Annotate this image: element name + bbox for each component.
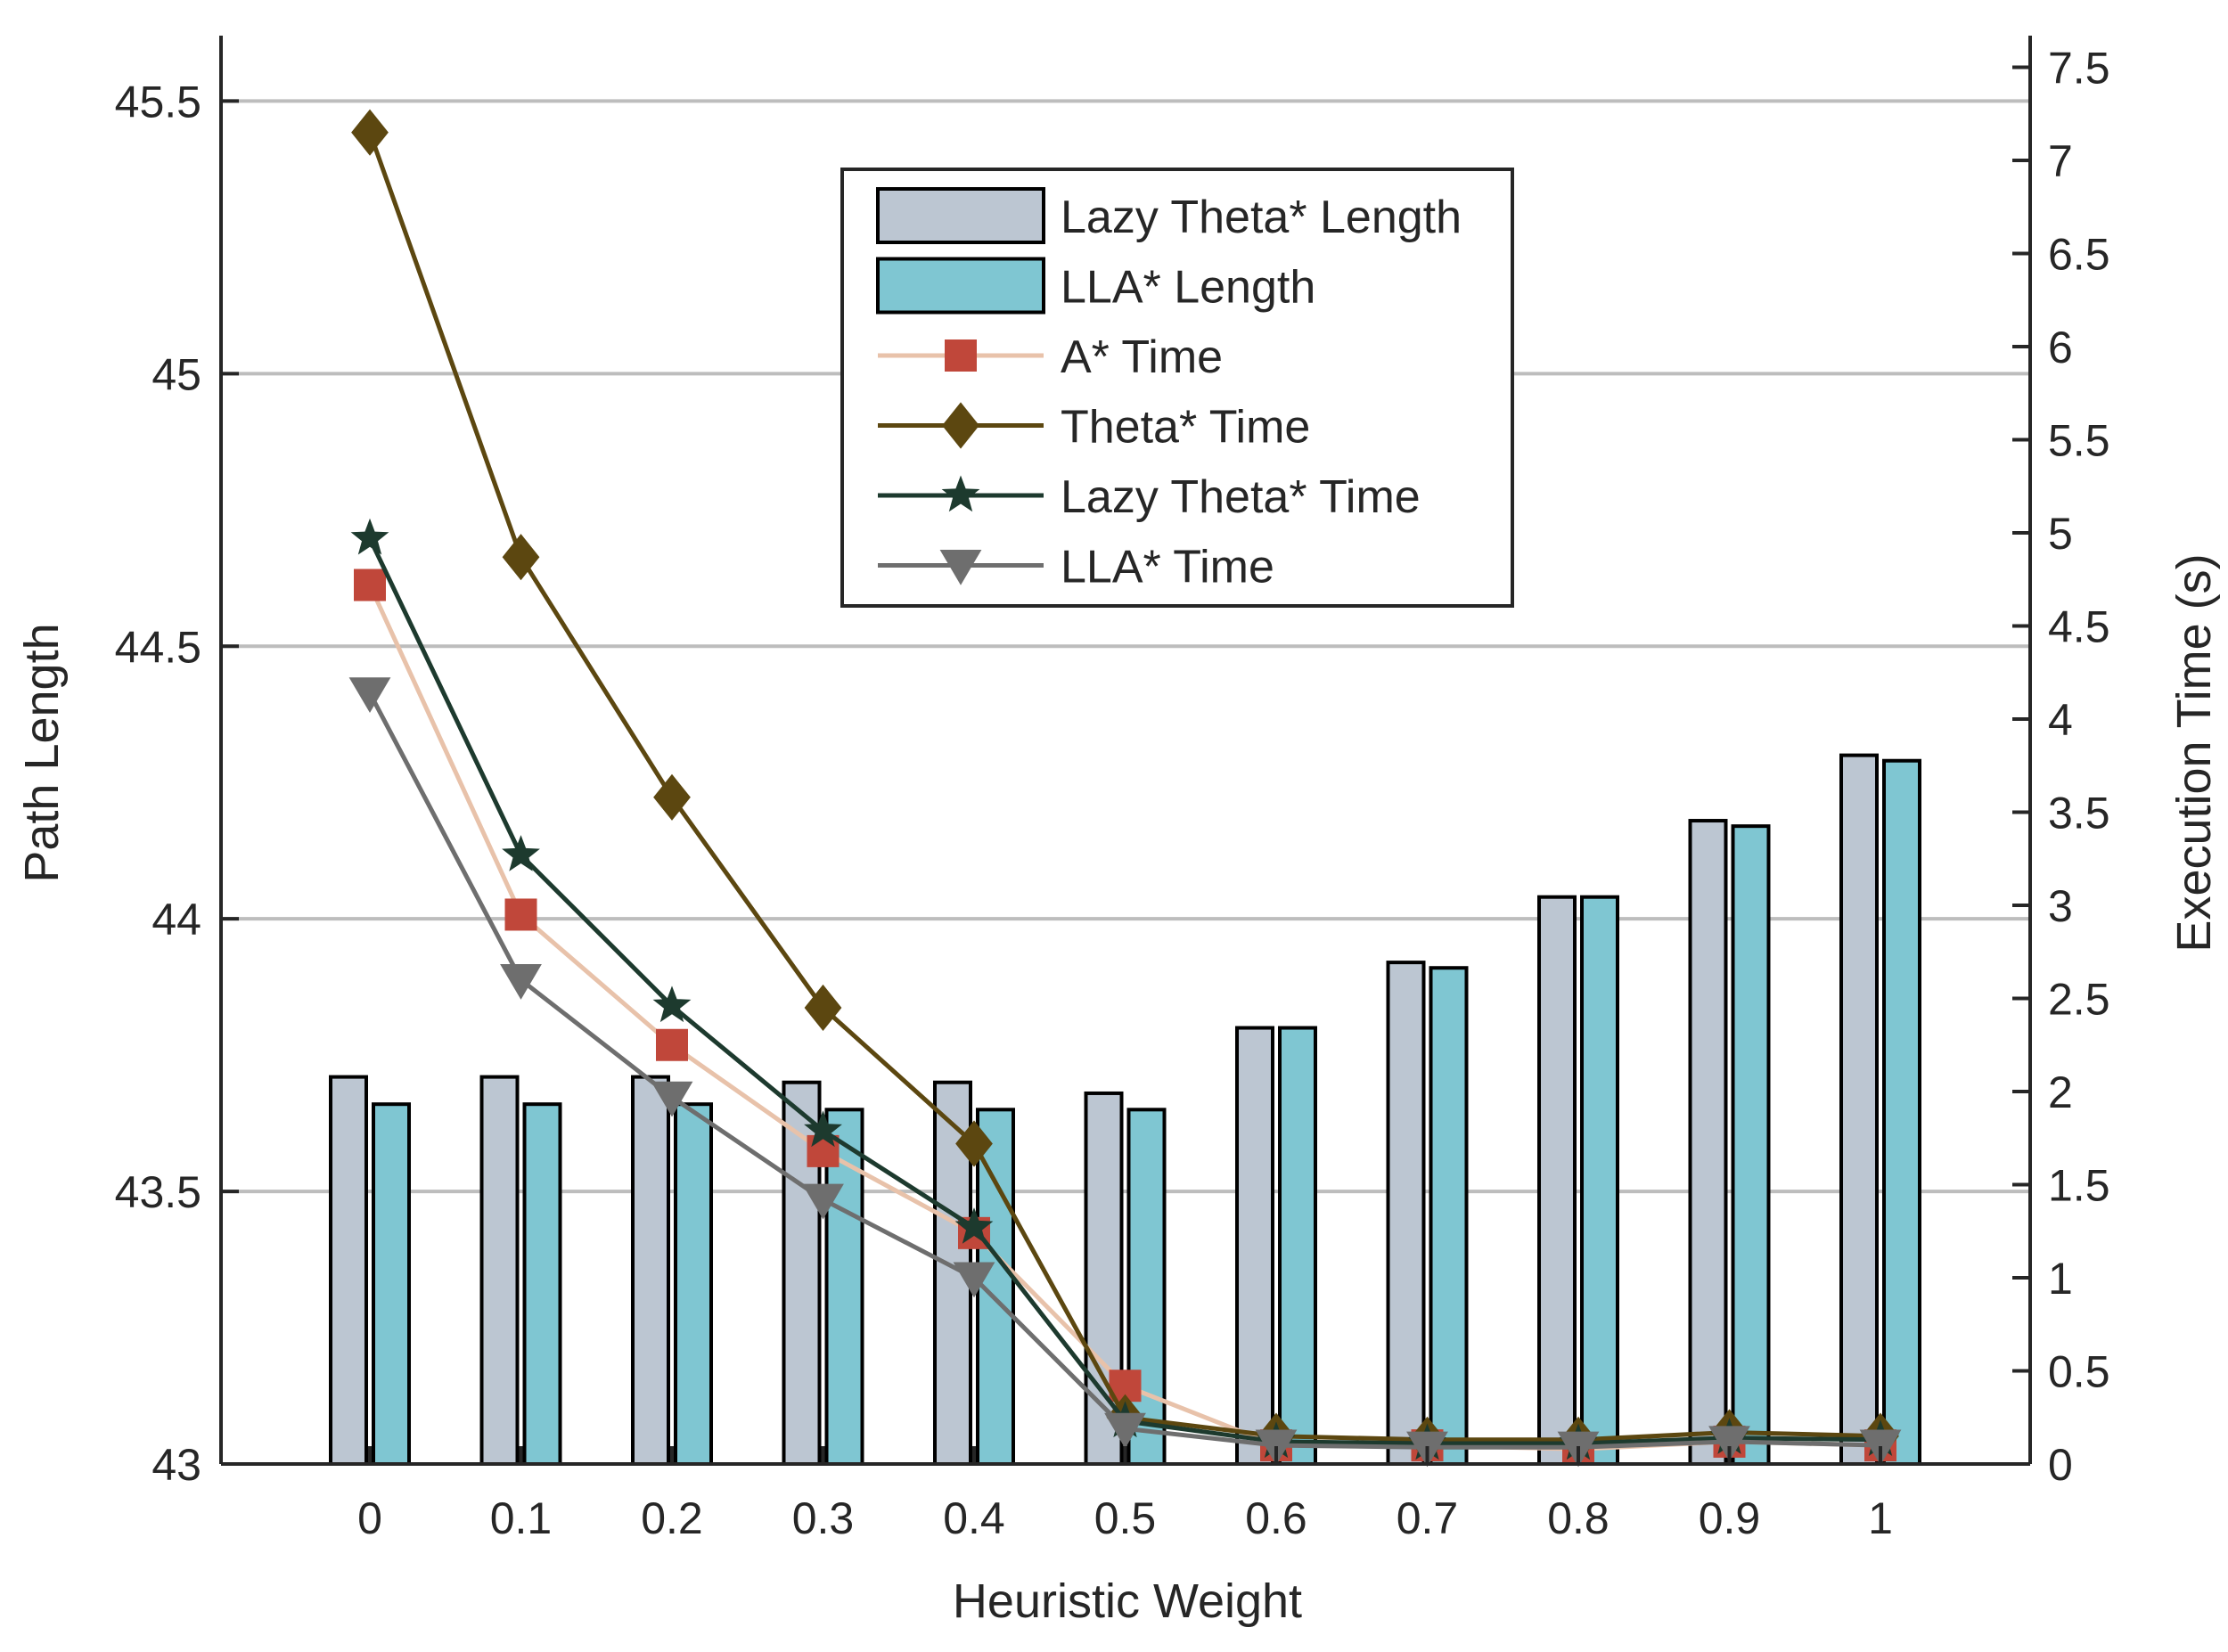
marker-lla-star-time [953, 1262, 995, 1298]
x-tick-label: 0.5 [1094, 1493, 1157, 1543]
x-tick-label: 0.4 [943, 1493, 1005, 1543]
y-tick-label-left: 43.5 [115, 1167, 201, 1217]
legend: Lazy Theta* Length LLA* Length A* Time Thet… [840, 168, 1514, 608]
legend-label: Lazy Theta* Length [1061, 192, 1462, 243]
marker-theta-star-time [804, 984, 842, 1032]
y-axis-label-left: Path Length [15, 623, 69, 882]
y-tick-label-right: 1.5 [2048, 1161, 2110, 1211]
y-tick-label-right: 4 [2048, 695, 2073, 745]
bar-lazy-theta-length [1537, 895, 1577, 1466]
bar-lla-length [522, 1102, 562, 1466]
series-lines [348, 109, 1902, 1468]
marker-theta-star-time [955, 1120, 993, 1167]
bar-lla-length [674, 1102, 713, 1466]
y-tick-label-right: 2 [2048, 1067, 2073, 1117]
legend-swatch-lazy-theta-length [876, 187, 1045, 244]
bar-lla-length [1278, 1026, 1317, 1466]
bar-lla-length [1580, 895, 1619, 1466]
marker-lazy-theta-star-time [350, 518, 389, 555]
marker-a-star-time [807, 1134, 840, 1167]
legend-label: A* Time [1061, 331, 1223, 383]
bar-lla-length [824, 1108, 864, 1467]
y-tick-label-right: 6 [2048, 323, 2073, 372]
bar-lla-length [1731, 824, 1771, 1466]
marker-lazy-theta-star-time [954, 1207, 994, 1244]
x-tick-label: 1 [1868, 1493, 1893, 1543]
x-tick-label: 0.2 [641, 1493, 703, 1543]
legend-marker-a-star-time [945, 339, 977, 372]
y-tick-label-left: 44 [152, 895, 201, 945]
x-tick-label: 0.7 [1397, 1493, 1459, 1543]
y-tick-label-right: 3.5 [2048, 789, 2110, 838]
bar-lazy-theta-length [1235, 1026, 1274, 1466]
x-tick-label: 0.3 [792, 1493, 855, 1543]
legend-swatch-lla-length [876, 257, 1045, 315]
x-tick-label: 0.1 [490, 1493, 553, 1543]
bar-lla-length [1882, 758, 1921, 1466]
y-tick-label-right: 7 [2048, 136, 2073, 186]
axes: 4343.54444.54545.500.511.522.533.544.555… [115, 36, 2110, 1543]
legend-label: Theta* Time [1061, 402, 1310, 454]
marker-a-star-time [504, 898, 537, 931]
y-tick-label-right: 2.5 [2048, 975, 2110, 1025]
marker-lla-star-time [651, 1081, 693, 1117]
bar-lazy-theta-length [1688, 819, 1728, 1466]
bar-lla-length [1126, 1108, 1167, 1467]
marker-lla-star-time [348, 677, 391, 713]
marker-a-star-time [354, 568, 386, 601]
y-tick-label-right: 5.5 [2048, 416, 2110, 466]
y-tick-label-left: 44.5 [115, 622, 201, 672]
bar-lazy-theta-length [1386, 961, 1426, 1466]
marker-lla-star-time [802, 1183, 844, 1220]
y-tick-label-right: 5 [2048, 509, 2073, 559]
legend-marker-lla-star-time [939, 549, 982, 585]
legend-marker-theta-star-time [942, 402, 979, 449]
marker-theta-star-time [653, 773, 691, 821]
legend-label: Lazy Theta* Time [1061, 471, 1421, 523]
x-tick-label: 0 [357, 1493, 382, 1543]
marker-theta-star-time [502, 534, 540, 581]
bar-lazy-theta-length [631, 1075, 670, 1466]
marker-lazy-theta-star-time [652, 985, 692, 1023]
y-tick-label-right: 4.5 [2048, 602, 2110, 652]
y-tick-label-left: 45.5 [115, 77, 201, 127]
x-tick-label: 0.9 [1699, 1493, 1761, 1543]
x-tick-label: 0.8 [1547, 1493, 1610, 1543]
marker-a-star-time [656, 1028, 688, 1061]
legend-label: LLA* Length [1061, 262, 1315, 314]
x-tick-label: 0.6 [1245, 1493, 1307, 1543]
bar-lla-length [372, 1102, 411, 1466]
bar-lla-length [1429, 966, 1469, 1466]
legend-marker-lazy-theta-star-time [941, 475, 980, 512]
marker-theta-star-time [351, 109, 389, 156]
y-tick-label-right: 1 [2048, 1254, 2073, 1304]
legend-label: LLA* Time [1061, 542, 1274, 593]
bar-lazy-theta-length [1839, 753, 1879, 1466]
y-tick-label-right: 0 [2048, 1440, 2073, 1490]
y-tick-label-right: 7.5 [2048, 44, 2110, 94]
marker-lazy-theta-star-time [502, 835, 540, 871]
bar-lazy-theta-length [329, 1075, 368, 1466]
y-tick-label-left: 45 [152, 349, 201, 399]
marker-lla-star-time [500, 964, 542, 1000]
y-tick-label-left: 43 [152, 1440, 201, 1490]
y-axis-label-right: Execution Time (s) [2167, 553, 2221, 952]
marker-lla-star-time [1708, 1426, 1750, 1462]
y-tick-label-right: 0.5 [2048, 1347, 2110, 1397]
y-tick-label-right: 3 [2048, 881, 2073, 931]
marker-lla-star-time [1104, 1412, 1146, 1449]
x-axis-label: Heuristic Weight [953, 1574, 1302, 1628]
bar-lazy-theta-length [479, 1075, 520, 1466]
marker-lazy-theta-star-time [804, 1110, 842, 1148]
y-tick-label-right: 6.5 [2048, 230, 2110, 280]
